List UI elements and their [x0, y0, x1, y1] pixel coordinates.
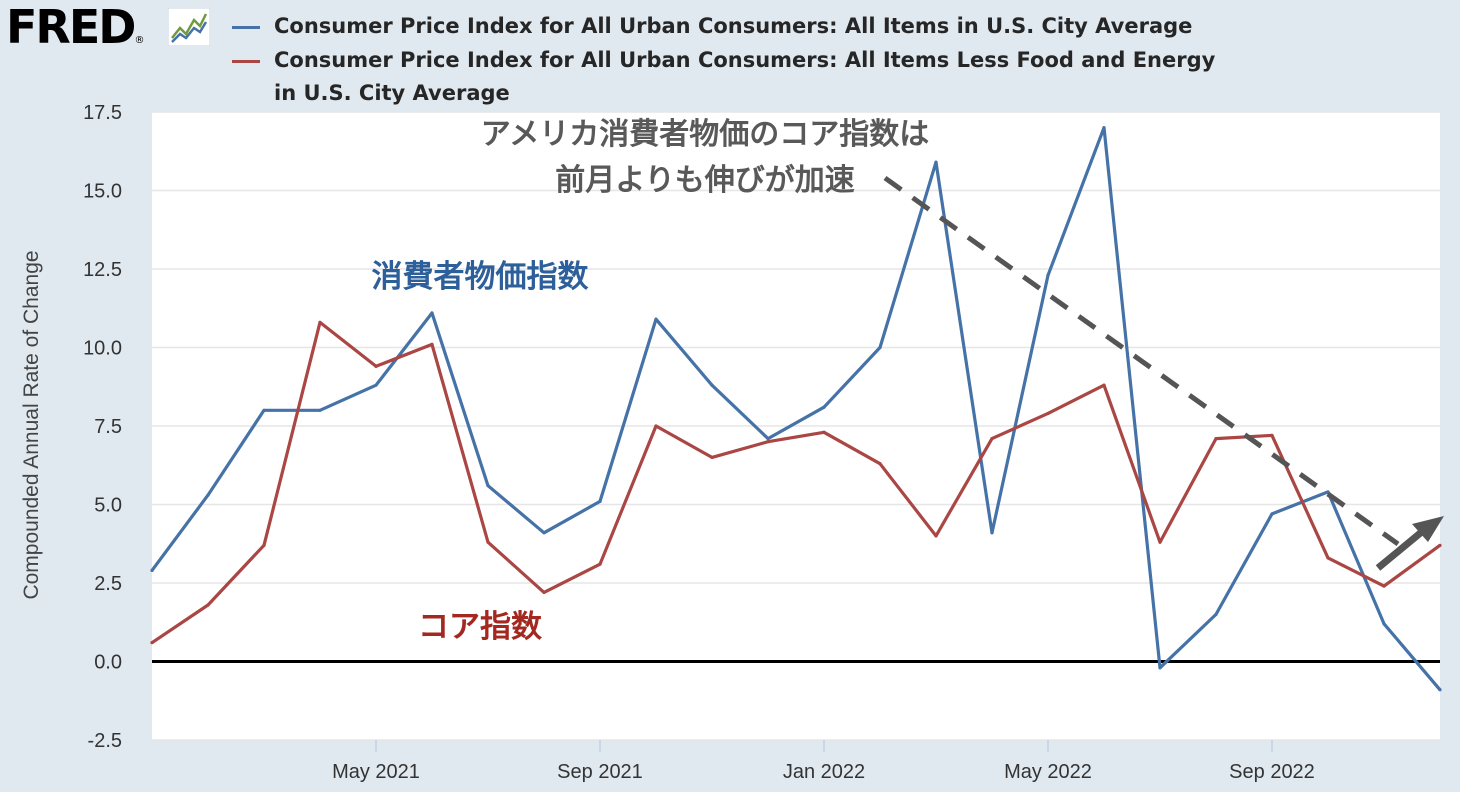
- x-tick-label: May 2021: [332, 761, 420, 783]
- data-point-cpi: [1382, 622, 1386, 626]
- data-point-cpi: [1158, 666, 1162, 670]
- data-point-core: [374, 364, 378, 368]
- data-point-core: [710, 455, 714, 459]
- y-tick-label: 5.0: [94, 495, 122, 517]
- series-line-core: [151, 320, 1441, 645]
- data-point-cpi: [318, 408, 322, 412]
- data-point-cpi: [1046, 273, 1050, 277]
- data-point-cpi: [822, 405, 826, 409]
- line-chart-icon: [168, 8, 210, 46]
- data-point-cpi: [262, 408, 266, 412]
- data-point-cpi: [766, 436, 770, 441]
- x-tick-label: Sep 2022: [1229, 761, 1315, 783]
- rise-arrow-shaft: [1375, 527, 1427, 571]
- data-point-core: [430, 342, 434, 346]
- data-point-cpi: [1102, 126, 1106, 130]
- legend-label-cpi: Consumer Price Index for All Urban Consu…: [274, 14, 1193, 38]
- data-point-cpi: [542, 531, 546, 535]
- data-point-core: [1438, 543, 1442, 547]
- data-point-core: [934, 534, 938, 538]
- data-point-cpi: [150, 568, 154, 573]
- series-group: [150, 126, 1442, 692]
- data-point-core: [878, 462, 882, 466]
- data-point-cpi: [990, 531, 994, 535]
- chart-header: FRED® Consumer Price Index for All Urban…: [0, 0, 1460, 110]
- fred-logo-text: FRED: [6, 0, 136, 54]
- legend-swatch-core: [232, 60, 260, 63]
- data-point-core: [262, 543, 266, 547]
- data-point-core: [1158, 540, 1162, 544]
- data-point-core: [822, 430, 826, 434]
- data-point-core: [486, 540, 490, 544]
- y-tick-label: 0.0: [94, 652, 122, 674]
- data-point-cpi: [934, 160, 938, 164]
- data-point-core: [318, 320, 322, 324]
- data-point-core: [1214, 436, 1218, 441]
- y-tick-label: -2.5: [88, 730, 122, 752]
- data-point-cpi: [710, 383, 714, 387]
- legend-item-cpi[interactable]: Consumer Price Index for All Urban Consu…: [232, 10, 1232, 43]
- data-point-cpi: [374, 383, 378, 387]
- data-point-cpi: [1270, 512, 1274, 516]
- legend-label-core: Consumer Price Index for All Urban Consu…: [274, 48, 1216, 72]
- data-point-core: [1046, 411, 1050, 416]
- data-point-core: [990, 436, 994, 441]
- y-tick-label: 12.5: [83, 259, 122, 281]
- data-point-core: [1382, 584, 1386, 588]
- data-point-cpi: [430, 311, 434, 315]
- y-axis-label: Compounded Annual Rate of Change: [20, 250, 43, 599]
- trend-arrow-dashes: [883, 175, 1400, 547]
- x-tick-label: May 2022: [1004, 761, 1092, 783]
- data-point-cpi: [878, 345, 882, 350]
- y-tick-label: 17.5: [83, 102, 122, 124]
- data-point-cpi: [206, 493, 210, 497]
- registered-mark: ®: [134, 35, 145, 46]
- data-point-cpi: [486, 484, 490, 488]
- y-tick-label: 7.5: [94, 416, 122, 438]
- core-series-annotation: コア指数: [418, 609, 542, 645]
- gridlines: [152, 111, 1440, 741]
- x-tick-label: Jan 2022: [783, 761, 865, 783]
- data-point-core: [1326, 556, 1330, 560]
- cpi-series-annotation: 消費者物価指数: [372, 259, 589, 295]
- y-tick-label: 2.5: [94, 573, 122, 595]
- legend-label-core-line2: in U.S. City Average: [274, 81, 510, 105]
- data-point-cpi: [1214, 612, 1218, 617]
- data-point-core: [1102, 383, 1106, 387]
- y-axis-ticks: 17.5 15.0 12.5 10.0 7.5 5.0 2.5 0.0 -2.5: [83, 102, 122, 752]
- legend-swatch-cpi: [232, 26, 260, 29]
- headline-annotation-line1: アメリカ消費者物価のコア指数は: [481, 117, 930, 152]
- data-point-core: [1270, 433, 1274, 438]
- y-tick-label: 10.0: [83, 338, 122, 360]
- rise-arrow-head: [1412, 516, 1444, 542]
- series-line-cpi: [150, 126, 1442, 691]
- data-point-cpi: [654, 317, 658, 321]
- data-point-core: [206, 603, 210, 607]
- fred-logo[interactable]: FRED®: [6, 0, 144, 54]
- data-point-core: [150, 641, 154, 645]
- data-point-core: [766, 440, 770, 444]
- headline-annotation-line2: 前月よりも伸びが加速: [555, 163, 854, 198]
- data-point-core: [598, 562, 602, 566]
- legend-item-core[interactable]: Consumer Price Index for All Urban Consu…: [232, 44, 1232, 110]
- x-tick-label: Sep 2021: [557, 761, 643, 783]
- trend-arrow: [883, 175, 1444, 571]
- data-point-cpi: [1438, 688, 1442, 692]
- data-point-core: [654, 424, 658, 428]
- data-point-core: [542, 590, 546, 595]
- y-tick-label: 15.0: [83, 181, 122, 203]
- x-axis-ticks: May 2021 Sep 2021 Jan 2022 May 2022 Sep 2022: [332, 740, 1315, 783]
- data-point-cpi: [598, 499, 602, 503]
